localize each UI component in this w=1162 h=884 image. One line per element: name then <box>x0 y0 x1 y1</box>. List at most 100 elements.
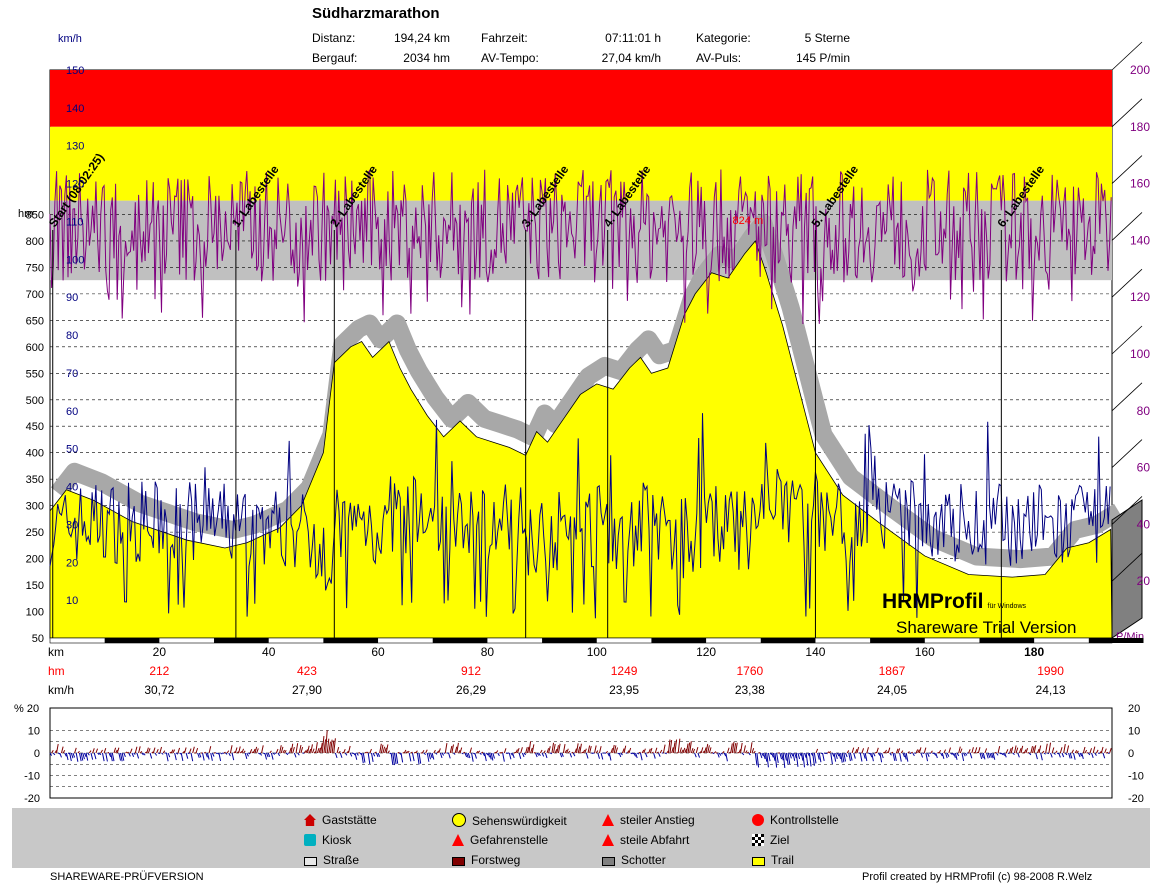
gradient-bar <box>1077 752 1081 758</box>
gradient-bar <box>149 752 153 759</box>
km-axis-block <box>651 638 707 643</box>
gradient-bar <box>607 752 610 757</box>
gradient-bar <box>1032 746 1035 754</box>
legend-item: Kiosk <box>304 833 351 847</box>
gradient-bar <box>1010 746 1014 754</box>
gradient-bar <box>991 752 994 759</box>
gradient-bar <box>223 751 226 754</box>
segment-kmh-value: 23,95 <box>609 683 639 697</box>
gradient-bar <box>333 738 336 754</box>
gradient-bar <box>1056 752 1059 755</box>
gradient-bar <box>689 741 692 754</box>
gradient-bar <box>894 752 897 761</box>
gradient-bar <box>1035 752 1038 760</box>
gradient-bar <box>746 751 749 754</box>
gradient-bar <box>57 752 61 755</box>
legend-label: Sehenswürdigkeit <box>472 814 567 828</box>
gradient-bar <box>1028 752 1032 756</box>
gradient-bar <box>489 752 492 760</box>
gradient-bar <box>1082 746 1086 754</box>
segment-hm-value: 423 <box>297 664 317 678</box>
gradient-bar <box>933 752 937 756</box>
gradient-bar <box>887 747 891 754</box>
gradient-bar <box>88 750 92 754</box>
pulse-tick-label: 120 <box>1130 290 1150 304</box>
km-axis-block <box>323 638 379 643</box>
gradient-bar <box>454 746 458 754</box>
gradient-bar <box>190 752 194 762</box>
gradient-bar <box>869 752 873 758</box>
elevation-tick-label: 600 <box>26 342 44 354</box>
gradient-bar <box>75 752 79 762</box>
gradient-bar <box>720 752 723 755</box>
gradient-bar <box>922 752 925 754</box>
gradient-bar <box>208 746 212 754</box>
gradient-bar <box>620 752 623 756</box>
gradient-bar <box>774 752 778 768</box>
gradient-bar <box>879 752 883 763</box>
gradient-bar <box>638 751 641 754</box>
gradient-bar <box>1015 747 1019 754</box>
gradient-bar <box>840 752 843 763</box>
gradient-bar <box>456 742 459 754</box>
gradient-bar <box>523 752 527 756</box>
gradient-bar <box>935 752 938 759</box>
gradient-bar <box>205 752 208 758</box>
gradient-bar <box>49 752 53 756</box>
gradient-bar <box>85 752 89 761</box>
pulse-axis-tick <box>1111 98 1143 128</box>
gradient-bar <box>167 752 171 758</box>
gradient-bar <box>554 748 558 754</box>
gradient-bar <box>111 752 115 762</box>
gradient-bar <box>745 750 748 754</box>
gradient-bar <box>827 751 830 754</box>
pulse-axis-tick <box>1111 382 1143 412</box>
gradient-bar <box>982 752 986 760</box>
gradient-bar <box>956 752 960 757</box>
gradient-bar <box>713 751 717 754</box>
gradient-bar <box>531 744 535 754</box>
gradient-bar <box>710 751 713 754</box>
km-axis-block <box>979 638 1035 643</box>
gradient-bar <box>390 752 394 765</box>
gradient-bar <box>831 752 835 757</box>
gradient-bar <box>60 746 64 754</box>
gradient-bar <box>384 747 387 754</box>
gradient-bar <box>767 752 771 762</box>
steep-descent-icon <box>602 834 614 846</box>
gradient-bar <box>787 752 791 765</box>
gradient-bar <box>495 750 499 754</box>
gradient-bar <box>538 752 541 756</box>
km-axis-block <box>104 638 160 643</box>
gradient-bar <box>1018 748 1022 754</box>
brand-sub: für Windows <box>987 603 1027 610</box>
gradient-bar <box>761 752 764 757</box>
gradient-bar <box>226 750 230 754</box>
gradient-bar <box>502 752 505 762</box>
elevation-tick-label: 150 <box>26 580 44 592</box>
gradient-bar <box>74 747 77 754</box>
stop-icon <box>752 814 764 826</box>
legend-item: Ziel <box>752 833 789 847</box>
gradient-bar <box>694 752 697 758</box>
gradient-bar <box>241 748 245 754</box>
gradient-bar <box>889 752 892 756</box>
gradient-bar <box>272 752 276 755</box>
gradient-bar <box>702 750 705 754</box>
gradient-bar <box>246 752 249 757</box>
gradient-bar <box>784 752 787 761</box>
gradient-bar <box>125 751 128 754</box>
gradient-bar <box>93 752 97 760</box>
gradient-bar <box>595 750 599 754</box>
gradient-bar <box>751 748 755 754</box>
pulse-axis-tick <box>1111 41 1143 71</box>
gradient-bar <box>92 748 95 754</box>
gradient-bar <box>984 748 988 754</box>
pulse-tick-label: 140 <box>1130 233 1150 247</box>
gradient-bar <box>851 747 855 754</box>
legend-label: Trail <box>771 853 794 867</box>
gradient-bar <box>953 752 956 758</box>
gradient-bar <box>881 752 884 759</box>
gradient-bar <box>918 747 922 754</box>
pulse-zone-band <box>50 126 1112 201</box>
